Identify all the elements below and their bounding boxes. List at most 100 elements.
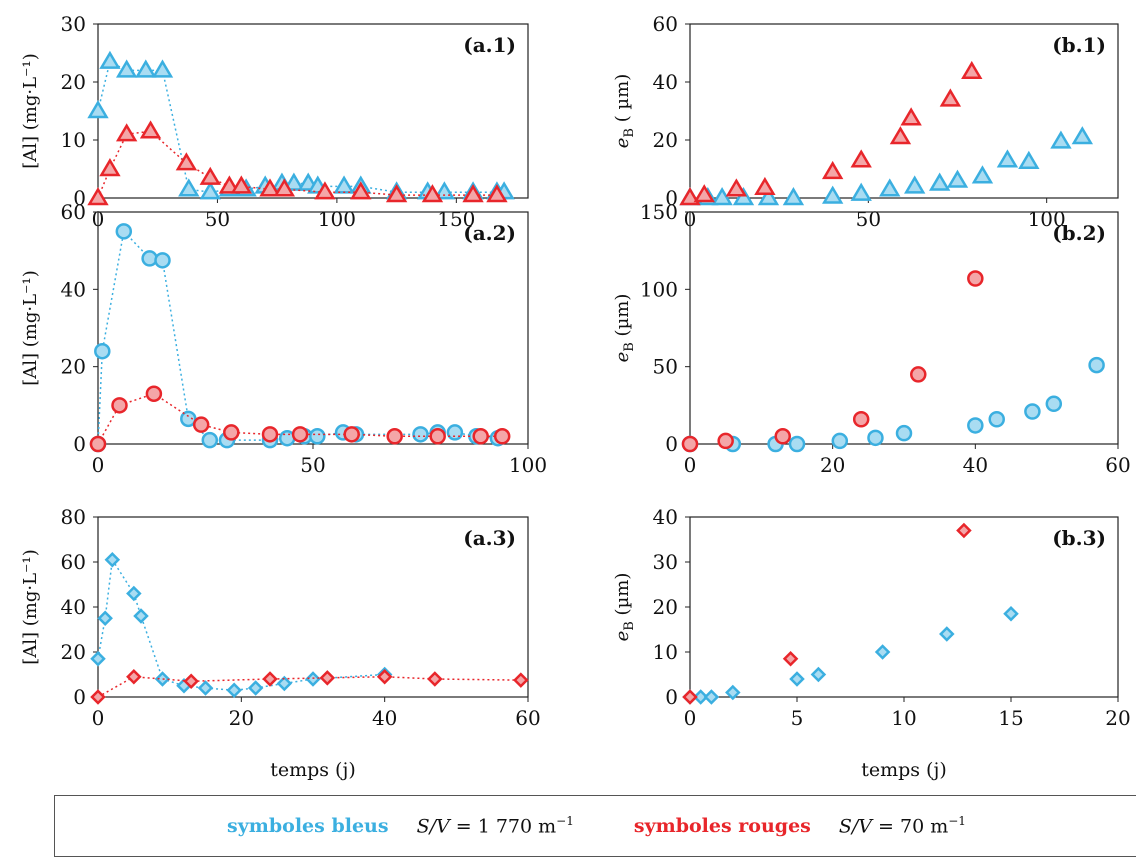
data-point-a2-red xyxy=(192,416,210,433)
data-point-a3-blue xyxy=(90,650,106,667)
data-point-b2-blue xyxy=(895,424,913,442)
data-point-a2-red xyxy=(291,426,309,443)
xtick-label-b2: 60 xyxy=(1105,453,1130,477)
ytick-label-a3: 0 xyxy=(73,685,86,709)
data-point-b2-red xyxy=(967,270,984,287)
data-point-a2-red xyxy=(429,428,446,445)
data-point-b1-blue xyxy=(946,169,969,188)
data-point-b2-blue xyxy=(867,429,884,447)
data-point-b1-blue xyxy=(1018,150,1040,169)
data-point-a3-red xyxy=(183,673,199,690)
data-point-a1-red xyxy=(99,158,121,177)
ytick-label-b1: 60 xyxy=(653,12,678,36)
data-point-b2-red xyxy=(852,411,870,428)
data-point-a2-red xyxy=(89,435,107,453)
data-point-a3-blue xyxy=(133,608,149,624)
data-point-b2-blue xyxy=(831,432,849,450)
ytick-label-b1: 20 xyxy=(653,128,678,152)
data-point-b1-blue xyxy=(928,172,951,191)
data-point-b1-red xyxy=(754,176,776,196)
legend-red-ratio: S/V = 70 m−1 xyxy=(839,814,966,837)
data-point-a2-blue xyxy=(94,342,111,360)
xtick-label-b3: 20 xyxy=(1105,706,1130,730)
data-point-b3-red xyxy=(956,522,972,539)
ytick-label-a3: 20 xyxy=(61,640,86,664)
data-point-b3-red xyxy=(782,650,799,667)
data-point-a1-red xyxy=(115,123,138,142)
xtick-label-a3: 0 xyxy=(92,706,105,730)
data-point-a2-red xyxy=(223,424,240,441)
legend-blue-sv-prefix: S/V xyxy=(416,815,450,838)
panel-label-a2: (a.2) xyxy=(463,221,516,245)
data-point-a2-blue xyxy=(154,252,171,269)
xtick-label-b2: 40 xyxy=(963,453,988,477)
panel-label-b2: (b.2) xyxy=(1052,221,1106,245)
data-point-b2-red xyxy=(717,432,734,450)
data-point-a1-blue xyxy=(99,50,121,69)
ytick-label-a3: 80 xyxy=(61,505,86,529)
legend-box: symboles bleus S/V = 1 770 m−1 symboles … xyxy=(54,795,1136,857)
xtick-label-b3: 10 xyxy=(891,706,916,730)
data-point-a2-red xyxy=(472,428,489,445)
data-point-a2-blue xyxy=(309,428,326,445)
ytick-label-a3: 60 xyxy=(61,550,86,574)
data-point-a2-red xyxy=(261,426,279,443)
ytick-label-b2: 150 xyxy=(640,200,678,224)
data-point-b2-blue xyxy=(988,411,1005,428)
xtick-label-a3: 60 xyxy=(515,706,540,730)
data-point-b2-blue xyxy=(967,417,984,434)
ytick-label-a3: 40 xyxy=(61,595,86,619)
data-point-b1-red xyxy=(821,160,844,180)
xtick-label-a1: 50 xyxy=(205,207,230,231)
data-point-a3-blue xyxy=(226,682,242,699)
data-point-a3-blue xyxy=(104,551,121,568)
data-point-b1-red xyxy=(850,149,872,168)
data-point-b1-blue xyxy=(971,165,994,184)
panel-label-a1: (a.1) xyxy=(463,33,516,57)
legend-blue-ratio: S/V = 1 770 m−1 xyxy=(417,814,574,837)
data-point-b1-blue xyxy=(732,187,755,206)
data-point-a3-blue xyxy=(276,675,293,692)
data-point-a3-red xyxy=(319,670,336,686)
xtick-label-a3: 20 xyxy=(229,706,254,730)
ytick-label-a2: 60 xyxy=(61,200,86,224)
ytick-label-b3: 0 xyxy=(665,685,678,709)
panel-label-b1: (b.1) xyxy=(1052,33,1106,57)
ytick-label-b2: 100 xyxy=(640,277,678,301)
data-point-a3-red xyxy=(90,689,106,705)
data-point-a1-blue xyxy=(178,178,200,197)
series-line-a1-blue xyxy=(97,60,505,193)
ylabel-b3: eB (µm) xyxy=(612,573,637,642)
ylabel-a3: [Al] (mg·L⁻¹) xyxy=(20,549,41,665)
xtick-label-b3: 5 xyxy=(791,706,804,730)
data-point-b2-blue xyxy=(1088,356,1105,374)
data-point-a3-red xyxy=(262,671,278,687)
xtick-label-a2: 50 xyxy=(300,453,325,477)
data-point-a1-red xyxy=(139,120,162,139)
data-point-a2-red xyxy=(493,428,511,445)
ytick-label-b1: 0 xyxy=(665,186,678,210)
data-point-b1-red xyxy=(693,184,715,203)
data-point-b1-blue xyxy=(879,178,901,197)
ylabel-b1: eB ( µm) xyxy=(612,74,637,148)
data-point-b2-red xyxy=(681,435,699,453)
data-point-a3-blue xyxy=(126,585,142,602)
data-point-b1-blue xyxy=(1071,126,1094,145)
data-point-b1-blue xyxy=(757,187,780,206)
data-point-b3-blue xyxy=(810,666,827,683)
data-point-b1-blue xyxy=(821,185,844,204)
data-point-b2-red xyxy=(910,366,927,383)
legend-red-sv-value: = 70 m xyxy=(878,815,949,838)
data-point-b1-blue xyxy=(711,187,733,206)
data-point-a1-red xyxy=(87,187,109,206)
data-point-a1-red xyxy=(230,175,253,194)
xtick-label-b2: 0 xyxy=(684,453,697,477)
data-point-a2-blue xyxy=(115,223,133,240)
ytick-label-b2: 50 xyxy=(653,355,678,379)
data-point-a3-red xyxy=(376,668,393,685)
data-point-a2-blue xyxy=(446,424,464,441)
data-point-a2-blue xyxy=(201,431,219,449)
data-point-a2-blue xyxy=(180,410,197,428)
ytick-label-a2: 20 xyxy=(61,355,86,379)
